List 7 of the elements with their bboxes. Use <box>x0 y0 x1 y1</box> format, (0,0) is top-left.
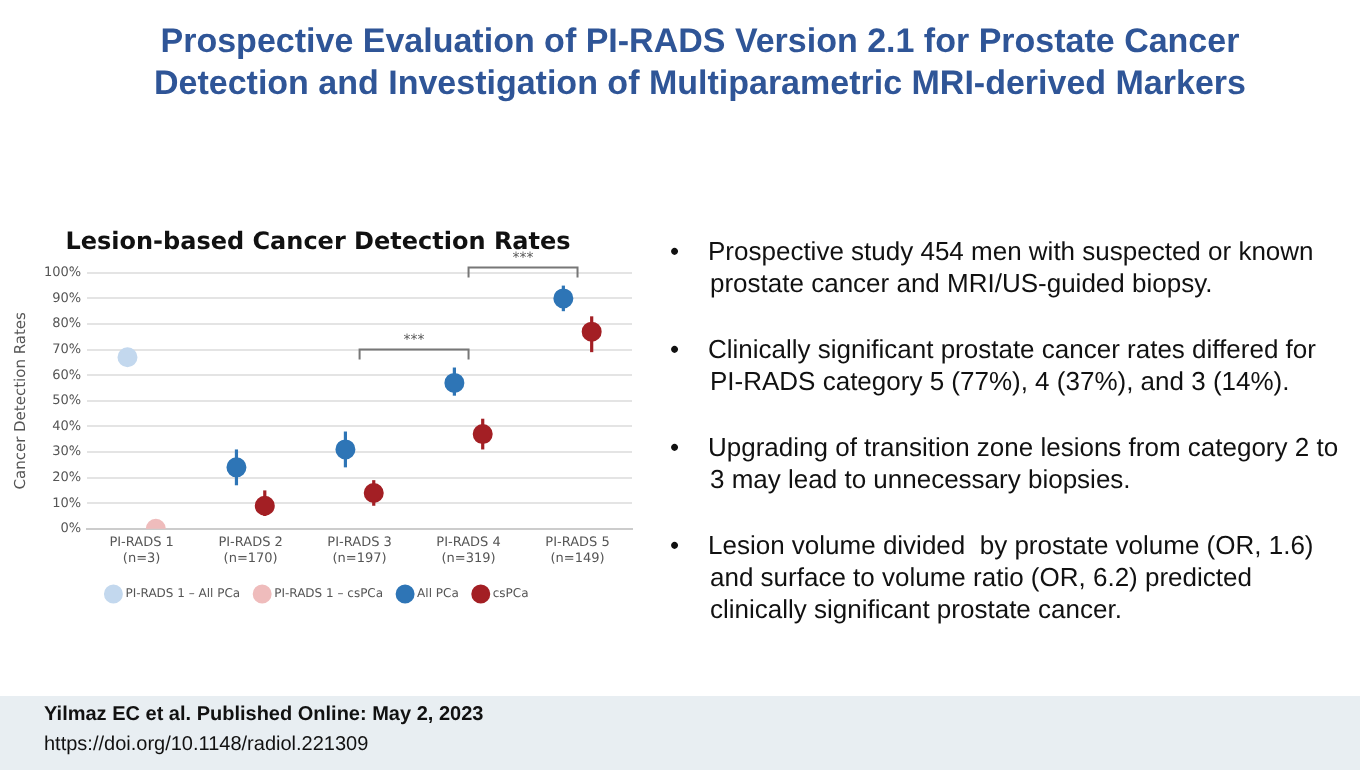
text: • Clinically significant prostate cancer rates differed for PI-RADS category 5 (77%), 4 (37%), and 3 (14%). <box>670 334 1318 398</box>
text: • Upgrading of transition zone lesions from category 2 to 3 may lead to unnecessary biopsies. <box>670 432 1341 496</box>
chart-title: Prospective Evaluation of PI-RADS Version 2.1 for Prostate Cancer Detection and Investigation of Multiparametric MRI-derived Markers <box>151 20 1248 104</box>
text: https://doi.org/10.1148/radiol.221309 <box>44 734 369 756</box>
text: • Lesion volume divided by prostate volume (OR, 1.6) and surface to volume ratio (OR, 6.2) predicted clinically significant prostate cancer. <box>670 530 1316 626</box>
text: Yilmaz EC et al. Published Online: May 2, 2023 <box>44 704 484 726</box>
text: • Prospective study 454 men with suspected or known prostate cancer and MRI/US-guided biopsy. <box>670 236 1316 300</box>
